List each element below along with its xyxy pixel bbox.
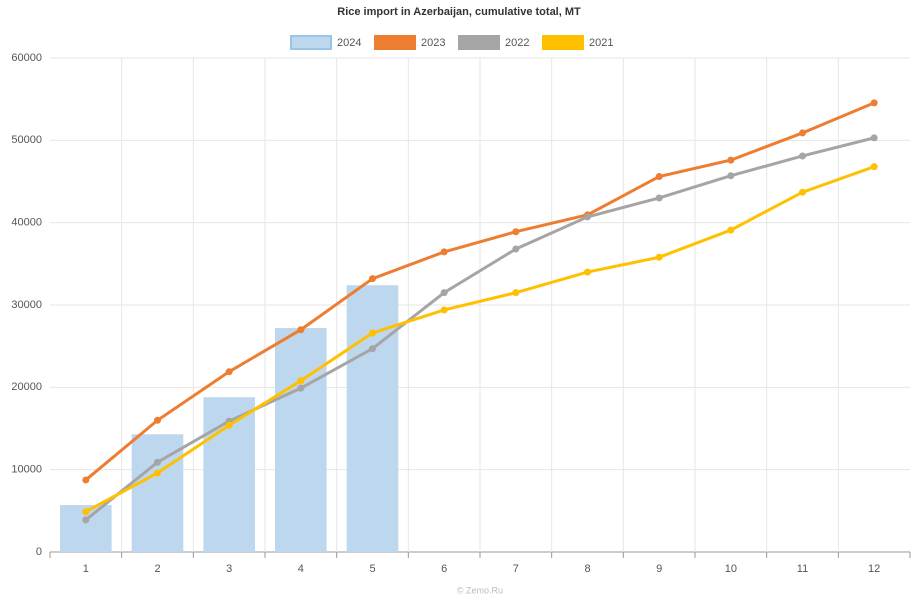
y-tick-label: 50000 [11, 134, 42, 146]
point [369, 329, 376, 337]
y-tick-label: 60000 [11, 52, 42, 64]
x-tick-label: 10 [725, 563, 737, 575]
bar [346, 285, 399, 552]
point [655, 173, 663, 181]
line [84, 136, 875, 522]
point [82, 516, 90, 524]
legend-swatch [290, 35, 332, 50]
point [154, 469, 161, 477]
point [225, 368, 233, 376]
x-tick-label: 9 [656, 563, 662, 575]
x-tick-label: 4 [298, 563, 304, 575]
point [799, 188, 806, 196]
point [440, 248, 448, 256]
legend-label: 2022 [505, 37, 529, 49]
y-tick-label: 40000 [11, 217, 42, 229]
point [584, 268, 591, 276]
point [440, 289, 448, 297]
y-tick-label: 30000 [11, 299, 42, 311]
x-tick-label: 11 [797, 563, 808, 575]
point [369, 275, 376, 283]
point [870, 99, 878, 107]
point [655, 194, 663, 202]
x-tick-label: 5 [369, 563, 375, 575]
point [154, 416, 161, 424]
point [225, 421, 233, 429]
x-tick-label: 3 [226, 563, 232, 575]
x-tick-label: 7 [513, 563, 519, 575]
point [82, 476, 90, 484]
point [799, 129, 806, 137]
y-tick-label: 0 [36, 546, 42, 558]
x-tick-label: 8 [584, 563, 590, 575]
legend-label: 2023 [421, 37, 445, 49]
y-tick-label: 20000 [11, 381, 42, 393]
point [870, 134, 878, 142]
point [297, 384, 305, 392]
point [297, 377, 305, 385]
y-tick-label: 10000 [11, 464, 42, 476]
point [799, 152, 806, 160]
point [297, 326, 305, 334]
point [440, 306, 448, 314]
point [369, 345, 376, 353]
legend-swatch [542, 35, 584, 50]
x-tick-label: 2 [154, 563, 160, 575]
bar [275, 328, 327, 552]
line [84, 101, 875, 482]
credit: © Zemo.Ru [457, 585, 503, 595]
point [727, 172, 735, 180]
x-tick-label: 1 [83, 563, 89, 575]
x-tick-label: 12 [868, 563, 880, 575]
point [154, 458, 161, 466]
chart-title: Rice import in Azerbaijan, cumulative to… [337, 6, 581, 18]
point [655, 253, 663, 261]
point [512, 245, 520, 253]
point [512, 289, 520, 297]
legend-swatch [374, 35, 416, 50]
point [82, 508, 90, 516]
line [85, 165, 875, 513]
point [727, 226, 735, 234]
legend-label: 2021 [589, 37, 613, 49]
point [512, 228, 520, 236]
legend-label: 2024 [337, 37, 361, 49]
point [727, 156, 735, 164]
point [584, 213, 591, 221]
x-tick-label: 6 [441, 563, 447, 575]
point [870, 163, 878, 171]
legend-swatch [458, 35, 500, 50]
